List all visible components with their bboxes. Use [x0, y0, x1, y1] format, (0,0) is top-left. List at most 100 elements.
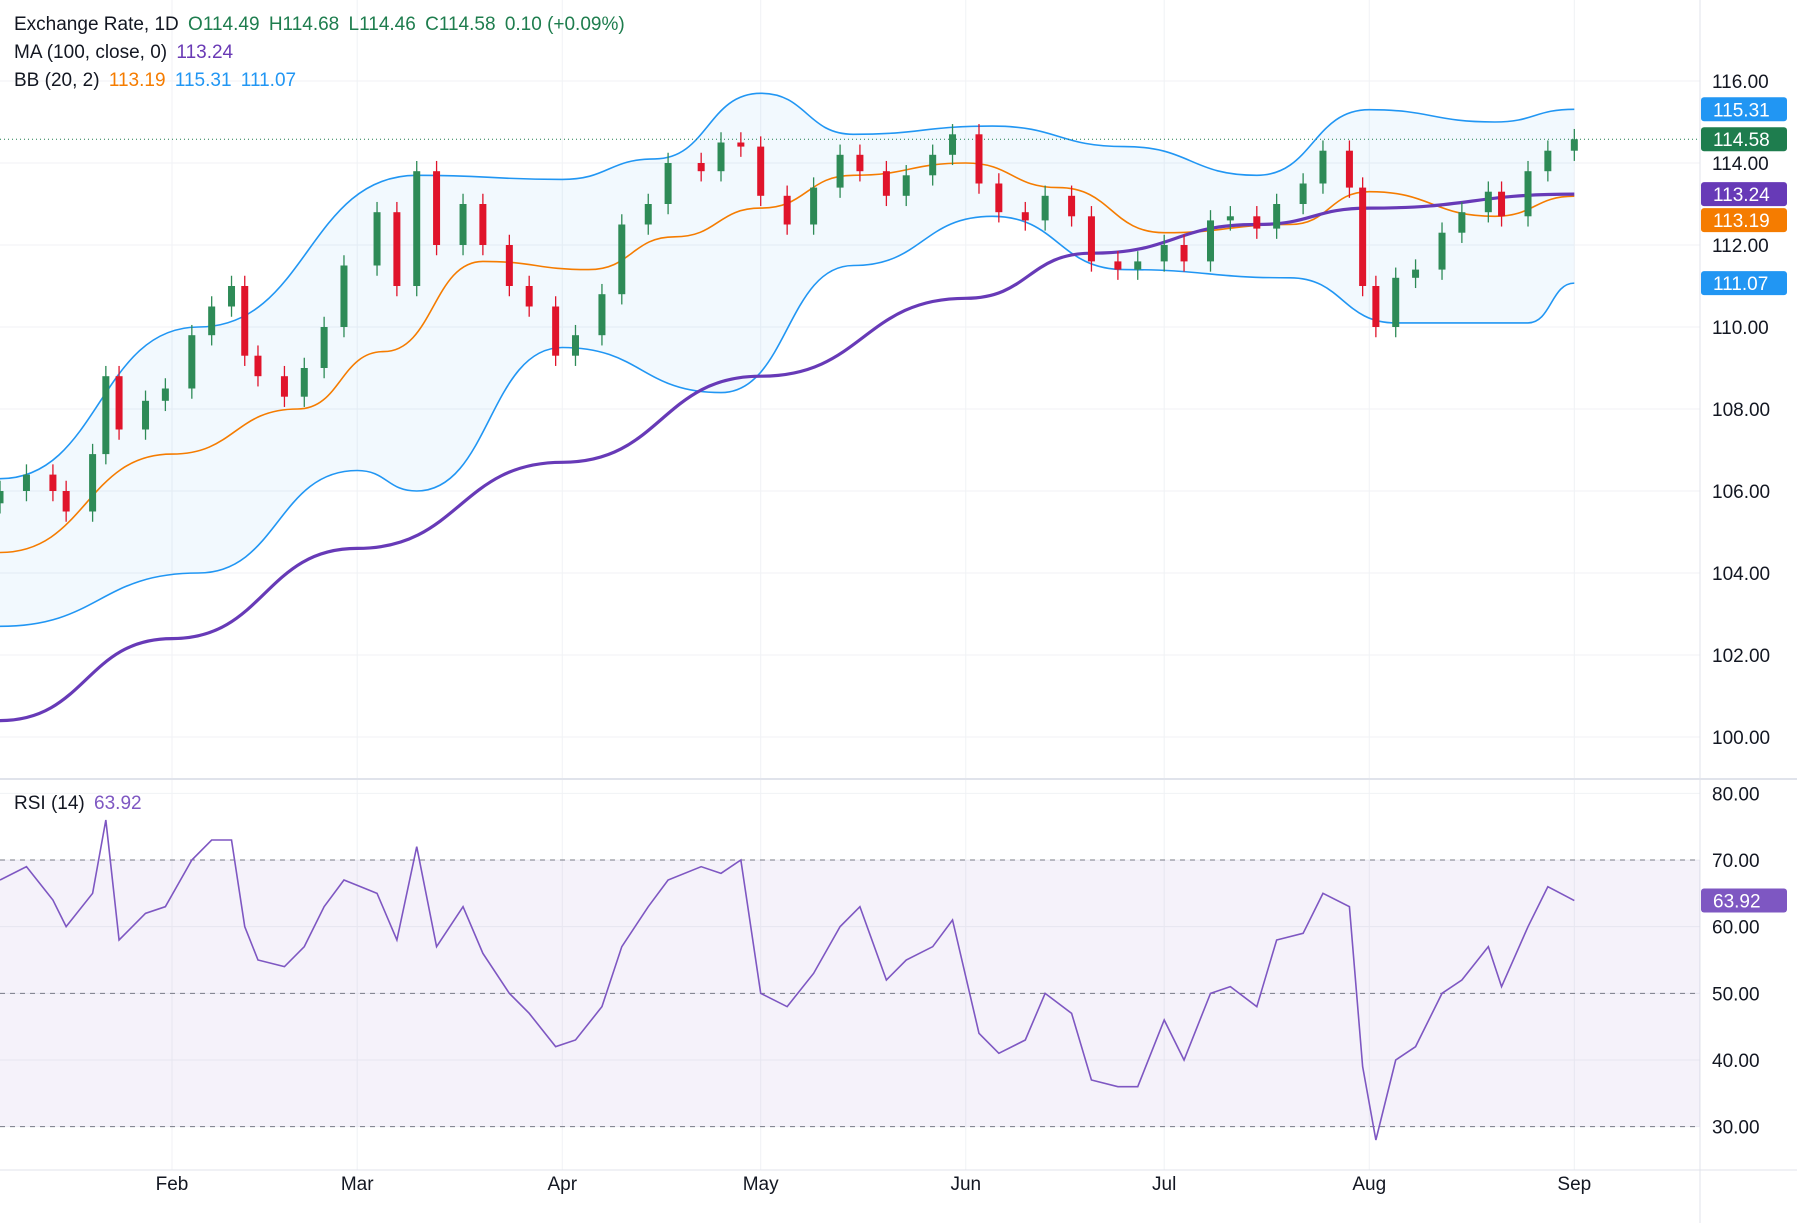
bb-lower-line[interactable] [0, 215, 1575, 628]
candle[interactable] [340, 255, 348, 338]
bb-upper-line[interactable] [0, 92, 1575, 480]
candle[interactable] [459, 193, 467, 256]
candle[interactable] [320, 316, 328, 379]
price-badge-bb-upper[interactable]: 115.31 [1701, 97, 1787, 122]
candle[interactable] [1114, 251, 1122, 280]
candle[interactable] [1180, 234, 1188, 272]
candle[interactable] [505, 234, 513, 297]
candle[interactable] [89, 443, 97, 522]
candle[interactable] [393, 201, 401, 297]
candle[interactable] [433, 160, 441, 256]
candle[interactable] [995, 173, 1003, 223]
candle[interactable] [413, 160, 421, 297]
candle[interactable] [856, 144, 864, 182]
rsi-tick-label: 40.00 [1712, 1051, 1760, 1072]
candle[interactable] [300, 357, 308, 407]
candle[interactable] [929, 144, 937, 186]
candle[interactable] [1273, 193, 1281, 239]
candle[interactable] [1087, 206, 1095, 272]
candle[interactable] [0, 480, 4, 514]
price-badge-last-price[interactable]: 114.58 [1701, 127, 1787, 152]
candle[interactable] [697, 152, 705, 182]
candle[interactable] [1134, 251, 1142, 280]
candle[interactable] [598, 283, 606, 346]
candle[interactable] [254, 345, 262, 387]
price-tick-label: 114.00 [1712, 154, 1769, 175]
candle-body [1134, 261, 1142, 270]
candle-body [1438, 232, 1446, 270]
candle[interactable] [552, 296, 560, 366]
candle[interactable] [664, 152, 672, 215]
candle[interactable] [115, 365, 123, 440]
candle[interactable] [188, 324, 196, 399]
candle[interactable] [1299, 173, 1307, 215]
candle[interactable] [949, 124, 957, 166]
candle[interactable] [836, 144, 844, 198]
rsi-line[interactable] [0, 819, 1575, 1141]
bb-middle-line[interactable] [0, 162, 1575, 554]
candle-body [1226, 216, 1234, 221]
candle[interactable] [1524, 160, 1532, 227]
time-tick-label: Feb [156, 1174, 189, 1195]
legend-rsi-value: 63.92 [94, 793, 142, 814]
candle[interactable] [1372, 275, 1380, 338]
candle[interactable] [975, 124, 983, 194]
rsi-badge[interactable]: 63.92 [1701, 888, 1787, 913]
ma-100-line[interactable] [0, 192, 1575, 723]
candle[interactable] [1498, 181, 1506, 227]
candle[interactable] [1068, 185, 1076, 227]
candle[interactable] [902, 165, 910, 207]
candle[interactable] [280, 365, 288, 407]
candle-body [1160, 245, 1168, 262]
price-badge-bb-mid[interactable]: 113.19 [1701, 208, 1787, 233]
candle[interactable] [161, 378, 169, 412]
candle[interactable] [737, 132, 745, 157]
candle[interactable] [717, 132, 725, 182]
candle[interactable] [1160, 234, 1168, 272]
time-tick-label: May [743, 1174, 779, 1195]
candle[interactable] [22, 464, 30, 502]
candle[interactable] [1392, 267, 1400, 338]
candle[interactable] [1021, 201, 1029, 231]
legend-close: C114.58 [425, 14, 496, 35]
candle[interactable] [1359, 177, 1367, 297]
candle[interactable] [1438, 222, 1446, 280]
candle-body [882, 171, 890, 196]
candle[interactable] [810, 177, 818, 235]
candle-body [413, 171, 421, 286]
rsi-tick-label: 70.00 [1712, 851, 1760, 872]
candle[interactable] [757, 136, 765, 207]
price-badge-ma[interactable]: 113.24 [1701, 182, 1787, 207]
badge-bg [1701, 208, 1787, 233]
price-tick-label: 104.00 [1712, 564, 1770, 585]
candle[interactable] [479, 193, 487, 256]
candle[interactable] [1544, 140, 1552, 182]
candle[interactable] [1253, 206, 1261, 239]
candle[interactable] [644, 193, 652, 235]
candle[interactable] [1226, 206, 1234, 231]
candle[interactable] [228, 275, 236, 317]
candle-body [228, 286, 236, 307]
candle[interactable] [783, 185, 791, 235]
candle[interactable] [618, 214, 626, 305]
candle[interactable] [373, 201, 381, 276]
price-badge-bb-lower[interactable]: 111.07 [1701, 271, 1787, 296]
candle[interactable] [882, 160, 890, 207]
candle[interactable] [1412, 259, 1420, 289]
candle[interactable] [142, 390, 150, 440]
candle[interactable] [571, 324, 579, 366]
candle[interactable] [1319, 140, 1327, 194]
candle[interactable] [525, 275, 533, 317]
candle[interactable] [1207, 210, 1215, 272]
candle[interactable] [102, 365, 110, 465]
candle[interactable] [1345, 140, 1353, 198]
candle[interactable] [1041, 185, 1049, 231]
candle[interactable] [208, 296, 216, 346]
candle[interactable] [49, 464, 57, 502]
candle[interactable] [62, 480, 70, 522]
candle[interactable] [1570, 128, 1578, 161]
candle[interactable] [1484, 181, 1492, 223]
candle[interactable] [1458, 201, 1466, 243]
candle[interactable] [241, 275, 249, 366]
